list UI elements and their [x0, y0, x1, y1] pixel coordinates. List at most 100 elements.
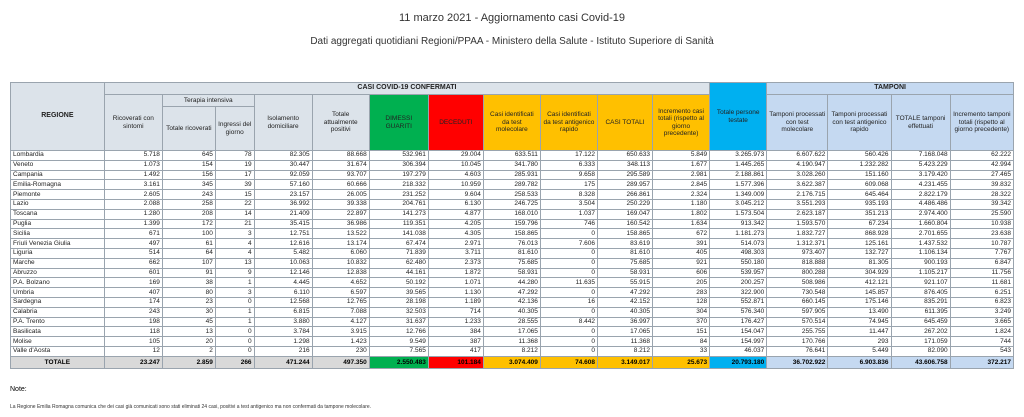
value-cell: 304.929	[827, 267, 892, 279]
value-cell: 1.802	[652, 208, 711, 220]
value-cell: 662	[103, 257, 163, 269]
value-cell: 17	[214, 169, 255, 181]
value-cell: 744	[949, 336, 1015, 347]
value-cell: 75.685	[596, 257, 654, 269]
value-cell: 231.252	[368, 189, 429, 200]
group-header: TAMPONI	[766, 82, 1014, 95]
table-row: Basilicata 118 13 0 3.784 3.915 12.766 384 17.06…	[10, 326, 1015, 338]
value-cell: 92.059	[253, 169, 313, 181]
value-cell: 3.179.420	[890, 169, 951, 181]
value-cell: 283	[652, 287, 711, 298]
group-header: CASI COVID-19 CONFERMATI	[103, 82, 711, 95]
table-row: Puglia 1.399 172 21 35.415 36.986 119.351 4.205…	[10, 218, 1015, 230]
value-cell: 3.161	[103, 179, 163, 191]
value-cell: 3.880	[253, 316, 313, 328]
value-cell: 91	[161, 267, 216, 279]
value-cell: 169	[103, 277, 163, 289]
value-cell: 12	[103, 345, 163, 357]
value-cell: 6.607.622	[766, 150, 829, 161]
value-cell: 10.832	[311, 257, 370, 269]
value-cell: 746	[539, 218, 598, 230]
table-row: Umbria 407 80 3 6.110 6.597 39.565 1.130 47.292 0…	[10, 287, 1015, 298]
value-cell: 13.174	[311, 238, 370, 249]
value-cell: 88.668	[311, 150, 370, 161]
value-cell: 7.168.048	[890, 150, 951, 161]
value-cell: 205	[652, 277, 711, 289]
value-cell: 13	[161, 326, 216, 338]
value-cell: 13.522	[311, 228, 370, 240]
table-row: Molise 105 20 0 1.298 1.423 9.549 387 11.368 0 11.…	[10, 336, 1015, 347]
value-cell: 532.961	[368, 150, 429, 161]
value-cell: 17.065	[482, 326, 541, 338]
table-row: Veneto 1.073 154 19 30.447 31.674 306.394 10.04…	[10, 159, 1015, 171]
value-cell: 0	[214, 336, 255, 347]
value-cell: 22.897	[311, 208, 370, 220]
value-cell: 1.312.371	[766, 238, 829, 249]
value-cell: 601	[103, 267, 163, 279]
value-cell: 3.265.973	[709, 150, 768, 161]
value-cell: 609.068	[827, 179, 892, 191]
value-cell: 169.047	[596, 208, 654, 220]
value-cell: 12.838	[311, 267, 370, 279]
value-cell: 0	[214, 345, 255, 357]
value-cell: 9.604	[427, 189, 484, 200]
value-cell: 4.877	[427, 208, 484, 220]
region-cell: Marche	[10, 257, 105, 269]
value-cell: 2.974.400	[890, 208, 951, 220]
value-cell: 1.577.396	[709, 179, 768, 191]
value-cell: 22	[214, 198, 255, 210]
value-cell: 611.395	[890, 306, 951, 318]
value-cell: 660.145	[766, 296, 829, 308]
value-cell: 3.551.293	[766, 198, 829, 210]
value-cell: 154.997	[709, 336, 768, 347]
value-cell: 16	[539, 296, 598, 308]
value-cell: 1.071	[427, 277, 484, 289]
region-cell: Lombardia	[10, 150, 105, 161]
value-cell: 498.303	[709, 247, 768, 259]
value-cell: 345	[161, 179, 216, 191]
value-cell: 198	[103, 316, 163, 328]
value-cell: 32.503	[368, 306, 429, 318]
value-cell: 417	[427, 345, 484, 357]
value-cell: 42.152	[596, 296, 654, 308]
table-row: Sardegna 174 23 0 12.568 12.765 28.198 1.189 42.…	[10, 296, 1015, 308]
value-cell: 10.938	[949, 218, 1015, 230]
value-cell: 1.832.727	[766, 228, 829, 240]
region-cell: Sicilia	[10, 228, 105, 240]
value-cell: 570.514	[766, 316, 829, 328]
value-cell: 3.504	[539, 198, 598, 210]
value-cell: 1.280	[103, 208, 163, 220]
region-cell: Piemonte	[10, 189, 105, 200]
column-header: Totale persone testate	[709, 82, 768, 151]
value-cell: 30.447	[253, 159, 313, 171]
value-cell: 304	[652, 306, 711, 318]
value-cell: 645.459	[890, 316, 951, 328]
value-cell: 156	[161, 169, 216, 181]
value-cell: 6.110	[253, 287, 313, 298]
value-cell: 6.815	[253, 306, 313, 318]
value-cell: 174	[103, 296, 163, 308]
value-cell: 36.986	[311, 218, 370, 230]
value-cell: 13	[214, 257, 255, 269]
value-cell: 2.822.179	[890, 189, 951, 200]
value-cell: 81.610	[482, 247, 541, 259]
value-cell: 10.787	[949, 238, 1015, 249]
value-cell: 141.273	[368, 208, 429, 220]
value-cell: 17.122	[539, 150, 598, 161]
value-cell: 0	[539, 257, 598, 269]
column-header: Incremento casi totali (rispetto al gior…	[652, 94, 711, 151]
column-header: Tamponi processati con test molecolare	[766, 94, 829, 151]
value-cell: 243	[103, 306, 163, 318]
value-cell: 2.701.655	[890, 228, 951, 240]
value-cell: 921.107	[890, 277, 951, 289]
value-cell: 306.394	[368, 159, 429, 171]
value-cell: 1.399	[103, 218, 163, 230]
value-cell: 100	[161, 228, 216, 240]
value-cell: 42.994	[949, 159, 1015, 171]
value-cell: 818.888	[766, 257, 829, 269]
value-cell: 1.492	[103, 169, 163, 181]
value-cell: 2.845	[652, 179, 711, 191]
total-cell: 43.606.758	[890, 355, 951, 369]
value-cell: 1	[214, 277, 255, 289]
value-cell: 10.045	[427, 159, 484, 171]
